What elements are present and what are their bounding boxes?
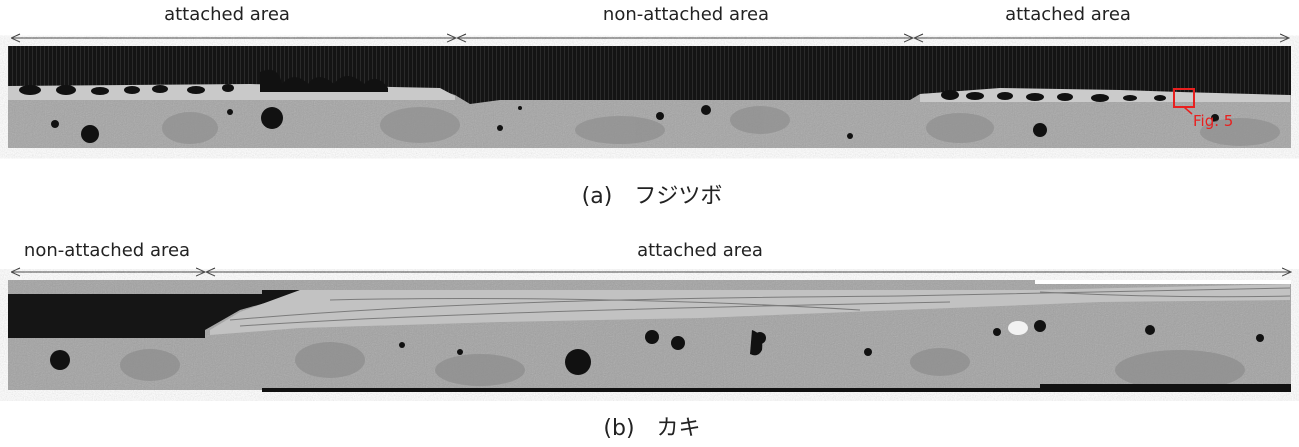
panel-a-label-attached-left: attached area bbox=[164, 4, 290, 25]
panel-b-label-attached: attached area bbox=[637, 240, 763, 261]
fig5-annotation: Fig. 5 bbox=[1193, 112, 1234, 130]
panel-a-caption: (a) フジツボ bbox=[581, 184, 723, 209]
panel-b-micrograph bbox=[8, 280, 1291, 392]
panel-a-micrograph bbox=[8, 46, 1291, 148]
panel-a-label-attached-right: attached area bbox=[1005, 4, 1131, 25]
panel-b-label-non-attached: non-attached area bbox=[23, 240, 191, 261]
panel-b-caption: (b) カキ bbox=[603, 416, 701, 441]
panel-a-label-non-attached: non-attached area bbox=[602, 4, 770, 25]
